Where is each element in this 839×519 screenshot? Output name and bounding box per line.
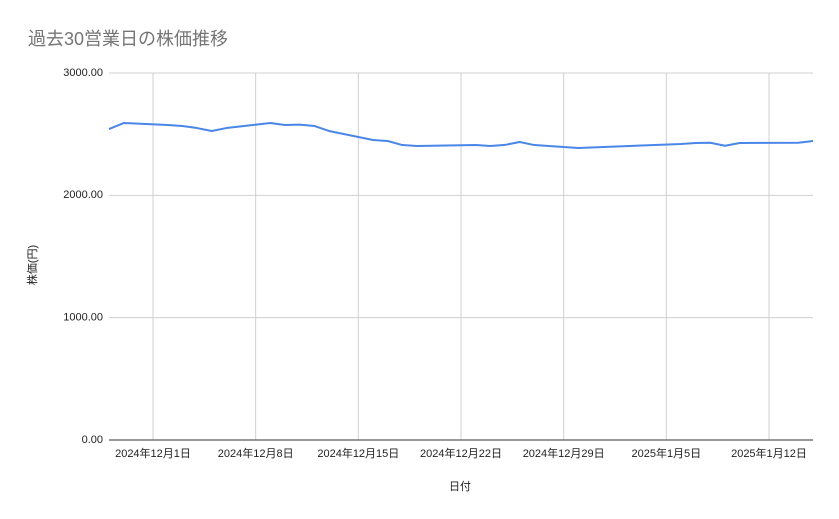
x-axis-title: 日付 xyxy=(449,480,471,493)
x-tick-label: 2024年12月1日 xyxy=(115,446,191,460)
chart-title: 過去30営業日の株価推移 xyxy=(28,29,228,49)
x-tick-label: 2024年12月8日 xyxy=(218,446,294,460)
x-tick-label: 2024年12月22日 xyxy=(420,446,502,460)
x-tick-label: 2024年12月29日 xyxy=(523,446,605,460)
x-tick-label: 2025年1月12日 xyxy=(731,446,807,460)
y-axis-title: 株価(円) xyxy=(25,245,39,285)
x-tick-label: 2024年12月15日 xyxy=(317,446,399,460)
y-tick-label: 1000.00 xyxy=(63,312,103,324)
y-tick-label: 0.00 xyxy=(82,434,103,446)
y-tick-label: 2000.00 xyxy=(63,189,103,201)
x-tick-label: 2025年1月5日 xyxy=(631,446,701,460)
y-tick-label: 3000.00 xyxy=(63,67,103,79)
data-line xyxy=(108,122,814,149)
